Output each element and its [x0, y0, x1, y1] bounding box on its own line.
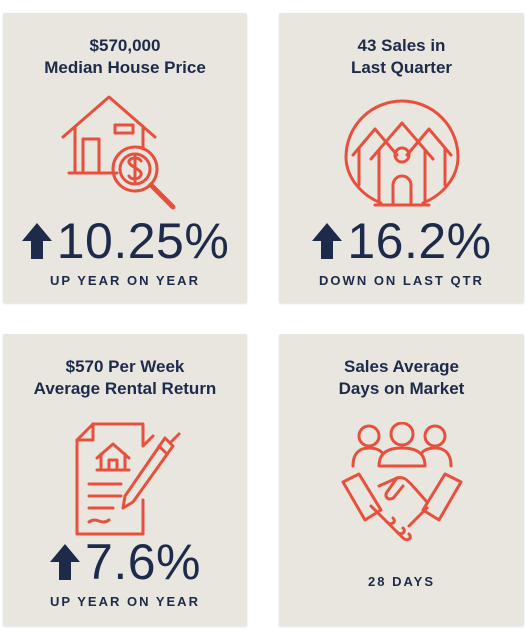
- title-line-2: Days on Market: [338, 379, 465, 398]
- stat-value: 16.2%: [347, 213, 492, 269]
- title-line-2: Average Rental Return: [33, 379, 217, 398]
- card-title: 43 Sales in Last Quarter: [279, 35, 524, 79]
- title-line-1: Sales Average: [344, 357, 459, 376]
- stat-card-days-on-market: Sales Average Days on Market 28 DAYS: [279, 334, 524, 626]
- arrow-up-icon: [50, 544, 81, 580]
- stat-caption: UP YEAR ON YEAR: [50, 594, 200, 609]
- title-line-1: $570,000: [89, 36, 161, 55]
- card-title: Sales Average Days on Market: [279, 356, 524, 400]
- houses-dome-icon: [344, 99, 460, 207]
- stat-card-rental-return: $570 Per Week Average Rental Return 7.6%…: [3, 334, 247, 626]
- title-line-1: 43 Sales in: [357, 36, 446, 55]
- stat-row: 16.2%: [279, 211, 524, 271]
- title-line-2: Median House Price: [44, 58, 206, 77]
- title-line-2: Last Quarter: [350, 58, 453, 77]
- arrow-up-icon: [312, 223, 343, 259]
- arrow-up-icon: [21, 223, 52, 259]
- stat-row: 10.25%: [3, 211, 247, 271]
- stat-row: 7.6%: [3, 532, 247, 592]
- house-magnifier-dollar-icon: [61, 95, 176, 210]
- stat-value: 10.25%: [56, 213, 230, 269]
- stat-value: 7.6%: [85, 534, 201, 590]
- card-title: $570,000 Median House Price: [3, 35, 247, 79]
- card-title: $570 Per Week Average Rental Return: [3, 356, 247, 400]
- stat-caption: 28 DAYS: [368, 574, 435, 589]
- lease-document-pen-icon: [75, 422, 181, 536]
- title-line-1: $570 Per Week: [65, 357, 185, 376]
- people-handshake-icon: [341, 422, 463, 542]
- stat-card-median-price: $570,000 Median House Price 10.25% UP YE…: [3, 13, 247, 303]
- stat-caption: UP YEAR ON YEAR: [50, 273, 200, 288]
- stat-caption: DOWN ON LAST QTR: [319, 273, 484, 288]
- stat-card-sales-quarter: 43 Sales in Last Quarter 16.2% DOWN ON L…: [279, 13, 524, 303]
